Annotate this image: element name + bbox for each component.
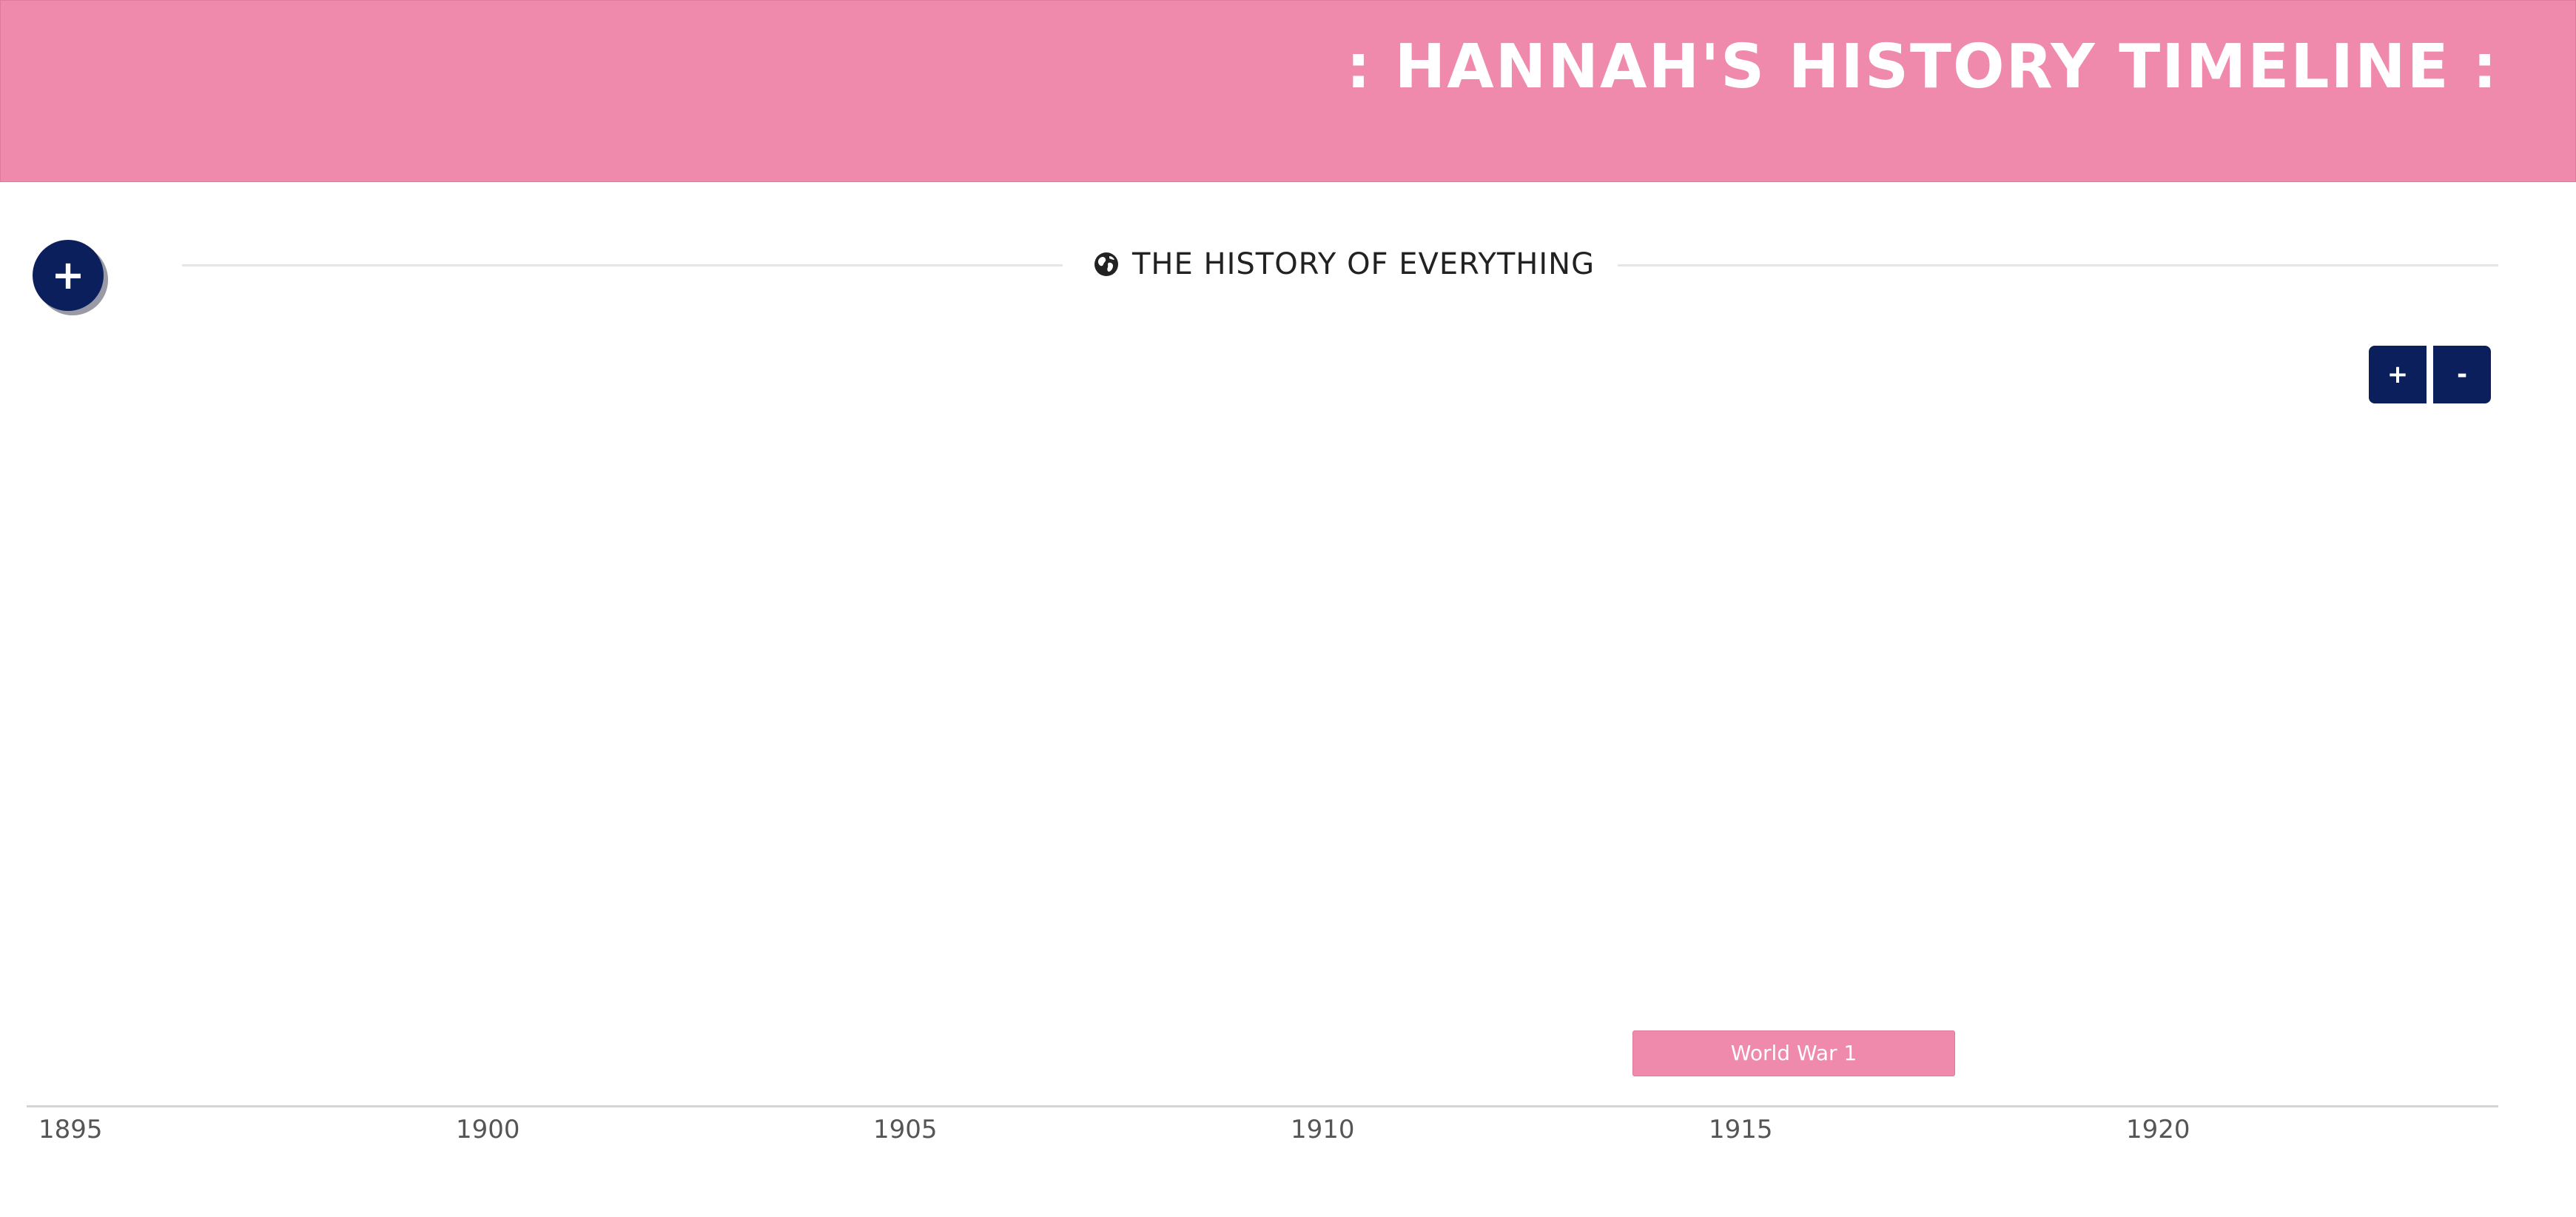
heading-divider-left [182, 264, 1063, 266]
timeline-heading: THE HISTORY OF EVERYTHING [182, 237, 2498, 292]
axis-tick-label: 1895 [38, 1115, 103, 1144]
add-event-button[interactable]: + [33, 240, 104, 311]
axis-tick-label: 1910 [1291, 1115, 1355, 1144]
axis-tick-label: 1905 [873, 1115, 938, 1144]
site-title: : HANNAH'S HISTORY TIMELINE : [1346, 32, 2498, 102]
plus-icon: + [51, 252, 85, 298]
timeline-axis [27, 1105, 2498, 1107]
heading-label: THE HISTORY OF EVERYTHING [1094, 237, 1595, 292]
site-header: : HANNAH'S HISTORY TIMELINE : [0, 0, 2576, 182]
timeline-event-bar[interactable]: World War 1 [1632, 1030, 1955, 1076]
axis-tick-label: 1920 [2126, 1115, 2190, 1144]
zoom-out-button[interactable]: - [2433, 346, 2491, 403]
axis-tick-label: 1915 [1709, 1115, 1773, 1144]
axis-tick-label: 1900 [456, 1115, 520, 1144]
zoom-in-button[interactable]: + [2369, 346, 2427, 403]
heading-divider-right [1618, 264, 2498, 266]
zoom-controls: + - [2369, 346, 2491, 403]
section-title: THE HISTORY OF EVERYTHING [1132, 247, 1595, 281]
globe-icon [1094, 252, 1118, 276]
